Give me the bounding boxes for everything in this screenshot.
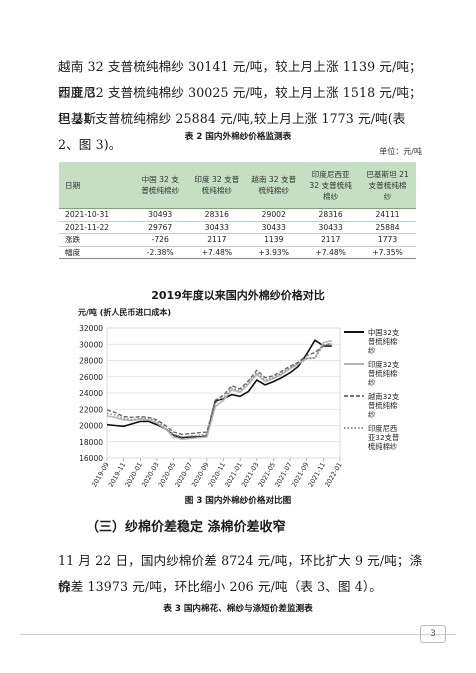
header-line: 中国 32 支 [141, 175, 179, 184]
table-cell: 涨跌 [59, 233, 132, 247]
legend-label: 中国32支 [368, 328, 400, 337]
legend-label: 纱 [368, 410, 375, 419]
body-line-2: 价差 13973 元/吨，环比缩小 206 元/吨（表 3、图 4）。 [58, 579, 382, 594]
price-comparison-chart: 32000 30000 28000 26000 24000 22000 20000 18000… [79, 324, 400, 489]
page-number: 3 [420, 625, 446, 643]
series-line-1 [106, 339, 332, 441]
legend-label: 纱 [368, 346, 375, 355]
table-cell: 2117 [188, 233, 246, 247]
table-cell: -726 [132, 233, 189, 247]
y-tick-label: 20000 [79, 422, 103, 431]
header-line: 梳纯棉纱 [201, 186, 233, 195]
table-cell: 2021-10-31 [59, 208, 132, 222]
table-row: 幅度 -2.38% +7.48% +3.93% +7.48% +7.35% [59, 246, 416, 259]
table-row: 涨跌 -726 2117 1139 2117 1773 [59, 233, 416, 247]
y-tick-label: 18000 [79, 438, 103, 447]
section-heading: （三）纱棉价差稳定 涤棉价差收窄 [86, 520, 286, 535]
legend-label: 梳纯棉纱 [368, 442, 397, 451]
header-line: 棉纱 [323, 191, 339, 201]
legend-label: 普梳纯棉 [368, 369, 397, 378]
chart-y-unit: 元/吨 (折人民币进口成本) [78, 308, 172, 317]
header-line: 印度 32 支普 [194, 175, 240, 184]
price-monitor-table: 日期 中国 32 支普梳纯棉纱 印度 32 支普 梳纯棉纱 越南 32 支普 梳纯棉纱 印度… [59, 162, 416, 259]
table-header-5: 巴基斯坦 21 支普梳纯棉纱 [359, 162, 416, 209]
footer-rule [20, 634, 456, 635]
y-tick-label: 28000 [79, 357, 103, 366]
header-line: 普梳纯棉纱 [141, 186, 180, 195]
table-header-2: 印度 32 支普 梳纯棉纱 [188, 162, 246, 209]
table-cell: +7.48% [188, 246, 246, 259]
figure-caption: 图 3 国内外棉纱价格对比图 [184, 496, 292, 506]
table-cell: 30433 [302, 221, 360, 234]
table-header-3: 越南 32 支普 梳纯棉纱 [245, 162, 303, 209]
header-line: 越南 32 支普 [251, 175, 297, 184]
table-cell: +7.48% [302, 246, 360, 259]
table-cell: 1773 [359, 233, 416, 247]
table3-caption: 表 3 国内棉花、棉纱与涤短价差监测表 [163, 604, 313, 614]
header-line: 印度尼西亚 [311, 169, 350, 179]
header-line: 巴基斯坦 21 [366, 169, 409, 179]
chart-title: 2019年度以来国内外棉纱价格对比 [151, 289, 325, 302]
y-tick-label: 22000 [79, 405, 103, 414]
header-line: 32 支普梳纯 [309, 180, 352, 190]
table-cell: 2117 [302, 233, 360, 247]
table-cell: 28316 [188, 208, 246, 222]
table2-unit: 单位：元/吨 [379, 147, 422, 156]
table-cell: +7.35% [359, 246, 416, 259]
table-cell: -2.38% [132, 246, 189, 259]
legend-label: 亚32支普 [368, 433, 399, 442]
intro-line-2: 西亚 32 支普梳纯棉纱 30025 元/吨，较上月上涨 1518 元/吨；巴基… [58, 85, 422, 126]
table-row: 2021-10-31 30493 28316 29002 28316 24111 [59, 208, 416, 222]
y-tick-label: 26000 [79, 373, 103, 382]
table-header-0: 日期 [59, 162, 132, 209]
table-cell: 29002 [245, 208, 303, 222]
y-tick-label: 24000 [79, 389, 103, 398]
y-tick-label: 30000 [79, 340, 103, 349]
intro-line-3: 坦 21 支普梳纯棉纱 25884 元/吨,较上月上涨 1773 元/吨(表 2… [58, 111, 406, 152]
table-cell: 2021-11-22 [59, 221, 132, 234]
table-row: 2021-11-22 29767 30433 30433 30433 25884 [59, 221, 416, 234]
table-header-4: 印度尼西亚 32 支普梳纯 棉纱 [302, 162, 360, 209]
legend-label: 印度32支 [368, 360, 400, 369]
y-tick-label: 16000 [79, 454, 103, 463]
series-line-0 [106, 339, 332, 439]
legend-label: 普梳纯棉 [368, 337, 397, 346]
table-header-1: 中国 32 支普梳纯棉纱 [132, 162, 189, 209]
table-header-row: 日期 中国 32 支普梳纯棉纱 印度 32 支普 梳纯棉纱 越南 32 支普 梳纯棉纱 印度… [59, 162, 416, 209]
table2-caption: 表 2 国内外棉纱价格监测表 [184, 132, 292, 142]
table-cell: 30493 [132, 208, 189, 222]
header-line: 纱 [383, 191, 392, 201]
header-line: 支普梳纯棉 [368, 180, 407, 190]
legend-label: 越南32支 [368, 392, 400, 401]
header-line: 梳纯棉纱 [258, 186, 289, 195]
table-cell: 30433 [188, 221, 246, 234]
legend-label: 普梳纯棉 [368, 401, 397, 410]
y-tick-label: 32000 [79, 324, 103, 333]
table-cell: 25884 [359, 221, 416, 234]
table-cell: 28316 [302, 208, 360, 222]
legend-label: 印度尼西 [368, 424, 397, 433]
series-line-2 [106, 342, 332, 436]
series-line-3 [106, 343, 332, 438]
intro-line-1: 越南 32 支普梳纯棉纱 30141 元/吨，较上月上涨 1139 元/吨；印度… [58, 59, 422, 100]
legend-label: 纱 [368, 378, 375, 387]
body-line-1: 11 月 22 日，国内纱棉价差 8724 元/吨，环比扩大 9 元/吨；涤棉 [58, 553, 423, 594]
table-cell: 幅度 [59, 246, 132, 259]
header-line: 日期 [65, 180, 81, 190]
table-cell: 1139 [245, 233, 303, 247]
table-cell: 24111 [359, 208, 416, 222]
table-cell: 29767 [132, 221, 189, 234]
table-cell: +3.93% [245, 246, 303, 259]
table-cell: 30433 [245, 221, 303, 234]
